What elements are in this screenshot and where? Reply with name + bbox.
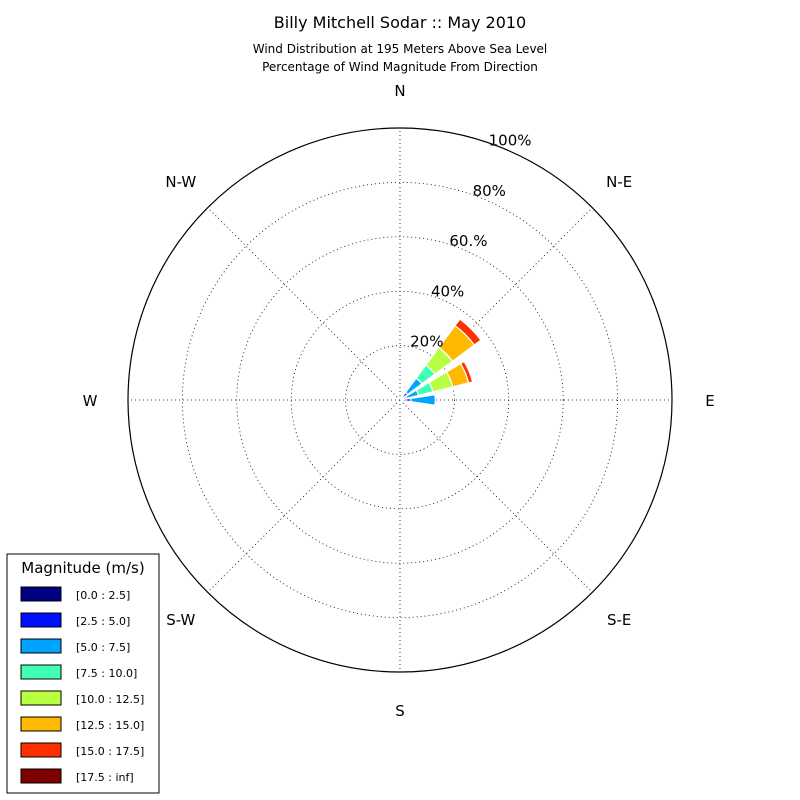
- legend-swatch: [20, 690, 62, 706]
- legend-label: [0.0 : 2.5]: [76, 589, 130, 602]
- grid-ring-20: [345, 345, 455, 455]
- legend-label: [12.5 : 15.0]: [76, 719, 144, 732]
- compass-label-s-w: S-W: [166, 611, 195, 629]
- grid-spoke-s-e: [399, 399, 593, 593]
- legend-swatch: [20, 586, 62, 602]
- radial-tick-label: 100%: [489, 132, 532, 150]
- compass-label-n-w: N-W: [165, 173, 196, 191]
- legend-swatch: [20, 612, 62, 628]
- chart-subtitle-line-1: Wind Distribution at 195 Meters Above Se…: [253, 42, 548, 56]
- legend-label: [17.5 : inf]: [76, 771, 134, 784]
- legend-swatch: [20, 664, 62, 680]
- grid-spoke-s-w: [207, 399, 401, 593]
- compass-label-n: N: [394, 82, 405, 100]
- compass-label-n-e: N-E: [606, 173, 632, 191]
- chart-subtitle-line-2: Percentage of Wind Magnitude From Direct…: [262, 60, 538, 74]
- compass-label-w: W: [83, 392, 98, 410]
- legend-label: [2.5 : 5.0]: [76, 615, 130, 628]
- grid-ring-60: [236, 236, 564, 564]
- legend-swatch: [20, 638, 62, 654]
- wind-bar-67.5-bin-6: [459, 360, 474, 384]
- legend-label: [5.0 : 7.5]: [76, 641, 130, 654]
- compass-label-s: S: [395, 702, 405, 720]
- chart-title: Billy Mitchell Sodar :: May 2010: [274, 13, 526, 32]
- grid-spoke-n-e: [399, 207, 593, 401]
- radial-tick-label: 20%: [410, 333, 443, 351]
- grid-ring-80: [181, 181, 619, 619]
- legend-label: [15.0 : 17.5]: [76, 745, 144, 758]
- wind-bars: [399, 318, 482, 406]
- outer-ring: [127, 127, 673, 673]
- legend-swatch: [20, 768, 62, 784]
- compass-label-e: E: [705, 392, 714, 410]
- wind-bar-90-bin-2: [410, 394, 436, 406]
- legend-swatch: [20, 716, 62, 732]
- legend-title: Magnitude (m/s): [21, 559, 144, 577]
- grid-spoke-n-w: [207, 207, 401, 401]
- polar-grid: [128, 128, 672, 672]
- wind-bar-45-bin-6: [454, 318, 482, 346]
- radial-tick-label: 80%: [473, 182, 506, 200]
- legend-label: [7.5 : 10.0]: [76, 667, 137, 680]
- legend: Magnitude (m/s) [0.0 : 2.5] [2.5 : 5.0] [5…: [6, 553, 160, 794]
- compass-label-s-e: S-E: [607, 611, 631, 629]
- polar-labels: N N-E E S-E S S-W W N-W 20% 40% 60.% 80% 100%: [83, 82, 715, 720]
- radial-tick-label: 40%: [431, 282, 464, 300]
- legend-label: [10.0 : 12.5]: [76, 693, 144, 706]
- radial-tick-label: 60.%: [449, 232, 487, 250]
- wind-bar-90-bin-1: [402, 397, 412, 403]
- legend-swatch: [20, 742, 62, 758]
